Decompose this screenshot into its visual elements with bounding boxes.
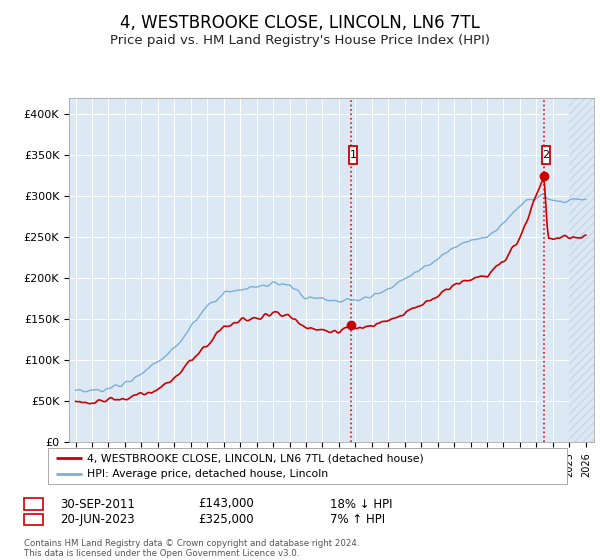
Text: 7% ↑ HPI: 7% ↑ HPI <box>330 513 385 526</box>
Bar <box>569 98 594 442</box>
Text: £325,000: £325,000 <box>198 513 254 526</box>
Bar <box>569 98 594 442</box>
Text: 2: 2 <box>30 515 37 525</box>
Text: 30-SEP-2011: 30-SEP-2011 <box>60 497 135 511</box>
Text: 4, WESTBROOKE CLOSE, LINCOLN, LN6 7TL: 4, WESTBROOKE CLOSE, LINCOLN, LN6 7TL <box>120 14 480 32</box>
Text: 4, WESTBROOKE CLOSE, LINCOLN, LN6 7TL (detached house): 4, WESTBROOKE CLOSE, LINCOLN, LN6 7TL (d… <box>87 453 424 463</box>
Text: 2: 2 <box>542 151 549 160</box>
Text: 18% ↓ HPI: 18% ↓ HPI <box>330 497 392 511</box>
Text: £143,000: £143,000 <box>198 497 254 511</box>
Text: 1: 1 <box>349 151 356 160</box>
Text: Contains HM Land Registry data © Crown copyright and database right 2024.
This d: Contains HM Land Registry data © Crown c… <box>24 539 359 558</box>
FancyBboxPatch shape <box>349 146 357 165</box>
Text: HPI: Average price, detached house, Lincoln: HPI: Average price, detached house, Linc… <box>87 469 328 479</box>
FancyBboxPatch shape <box>542 146 550 165</box>
Text: 20-JUN-2023: 20-JUN-2023 <box>60 513 134 526</box>
Text: 1: 1 <box>30 499 37 509</box>
Text: Price paid vs. HM Land Registry's House Price Index (HPI): Price paid vs. HM Land Registry's House … <box>110 34 490 46</box>
